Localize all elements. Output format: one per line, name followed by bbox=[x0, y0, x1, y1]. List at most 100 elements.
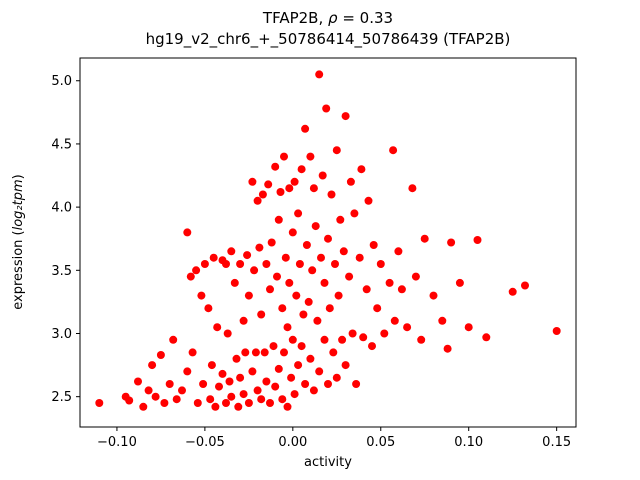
data-point bbox=[308, 266, 317, 275]
data-point bbox=[447, 238, 456, 247]
y-tick-label: 4.0 bbox=[51, 201, 72, 216]
data-point bbox=[213, 323, 222, 332]
data-point bbox=[178, 386, 186, 395]
data-point bbox=[251, 348, 260, 357]
chart-title-block: TFAP2B, ρ = 0.33 hg19_v2_chr6_+_50786414… bbox=[80, 8, 576, 50]
data-point bbox=[227, 392, 236, 401]
data-point bbox=[192, 266, 201, 275]
data-point bbox=[95, 399, 104, 407]
data-point bbox=[338, 335, 347, 344]
data-point bbox=[169, 335, 178, 344]
data-point bbox=[331, 260, 339, 268]
ticks-layer: −0.10 −0.05 0.00 0.05 0.10 0.15 2.5 3.0 3.5 4.0 4.… bbox=[51, 74, 571, 450]
data-point bbox=[320, 335, 329, 344]
data-point bbox=[380, 329, 389, 338]
data-point bbox=[197, 291, 206, 300]
data-point bbox=[239, 390, 248, 399]
data-point bbox=[301, 380, 310, 388]
data-point bbox=[186, 272, 195, 281]
data-point bbox=[408, 184, 417, 193]
data-point bbox=[290, 177, 299, 186]
data-point bbox=[336, 215, 345, 224]
data-point bbox=[280, 348, 288, 357]
chart-subtitle: hg19_v2_chr6_+_50786414_50786439 (TFAP2B… bbox=[145, 30, 511, 48]
data-point bbox=[315, 367, 324, 376]
data-point bbox=[315, 70, 324, 79]
data-point bbox=[165, 380, 174, 388]
data-point bbox=[309, 386, 318, 395]
data-point bbox=[397, 285, 406, 294]
data-point bbox=[250, 266, 259, 275]
y-tick-label: 3.5 bbox=[51, 264, 72, 279]
data-point bbox=[215, 382, 223, 391]
data-point bbox=[283, 323, 292, 332]
data-point bbox=[260, 348, 269, 357]
data-point bbox=[341, 361, 350, 370]
data-point bbox=[172, 395, 181, 404]
data-point bbox=[362, 285, 371, 294]
data-point bbox=[227, 247, 236, 256]
data-point bbox=[267, 238, 276, 247]
data-point bbox=[199, 380, 208, 388]
data-point bbox=[244, 291, 253, 300]
data-point bbox=[222, 260, 230, 268]
data-point bbox=[552, 327, 561, 335]
y-axis-label-prefix: expression ( bbox=[11, 230, 26, 309]
data-point bbox=[324, 380, 332, 388]
data-point bbox=[411, 272, 420, 281]
data-point bbox=[264, 180, 273, 189]
data-point bbox=[325, 304, 334, 313]
data-point bbox=[262, 260, 271, 268]
data-point bbox=[278, 395, 287, 404]
y-tick-label: 2.5 bbox=[51, 390, 72, 405]
data-point bbox=[223, 329, 232, 338]
data-point bbox=[183, 367, 192, 376]
data-point bbox=[211, 402, 220, 411]
data-point bbox=[295, 260, 304, 268]
data-point bbox=[209, 253, 218, 262]
data-point bbox=[244, 399, 253, 407]
data-point bbox=[376, 260, 385, 268]
data-point bbox=[253, 386, 262, 395]
data-point bbox=[350, 209, 359, 218]
y-tick-label: 4.5 bbox=[51, 137, 72, 152]
data-point bbox=[320, 278, 329, 287]
x-tick-label: −0.05 bbox=[185, 435, 225, 450]
data-point bbox=[222, 399, 230, 407]
data-point bbox=[188, 348, 197, 357]
x-tick-label: 0.15 bbox=[542, 435, 571, 450]
data-point bbox=[257, 310, 266, 319]
data-point bbox=[302, 241, 311, 249]
data-point bbox=[334, 291, 343, 300]
data-point bbox=[134, 377, 142, 386]
data-point bbox=[273, 272, 281, 281]
data-point bbox=[304, 297, 313, 306]
data-point bbox=[288, 335, 297, 344]
data-point bbox=[144, 386, 153, 395]
data-point bbox=[278, 304, 287, 313]
data-point bbox=[455, 278, 464, 287]
data-point bbox=[346, 177, 355, 186]
x-tick-label: 0.00 bbox=[278, 435, 307, 450]
data-point bbox=[280, 152, 288, 161]
data-point bbox=[266, 399, 274, 407]
data-point bbox=[204, 304, 213, 313]
data-point bbox=[318, 171, 327, 180]
x-tick-label: 0.10 bbox=[454, 435, 483, 450]
data-point bbox=[266, 285, 274, 294]
data-point bbox=[332, 146, 341, 155]
data-point bbox=[329, 348, 338, 357]
data-point bbox=[281, 253, 290, 262]
data-point bbox=[385, 278, 394, 287]
data-point bbox=[125, 396, 134, 405]
data-point bbox=[218, 369, 227, 378]
data-point bbox=[389, 146, 398, 155]
y-axis-label-suffix: ) bbox=[11, 174, 26, 179]
data-point bbox=[368, 342, 376, 351]
data-point bbox=[482, 333, 491, 342]
data-point bbox=[285, 278, 294, 287]
data-point bbox=[258, 190, 267, 199]
data-point bbox=[327, 190, 336, 199]
